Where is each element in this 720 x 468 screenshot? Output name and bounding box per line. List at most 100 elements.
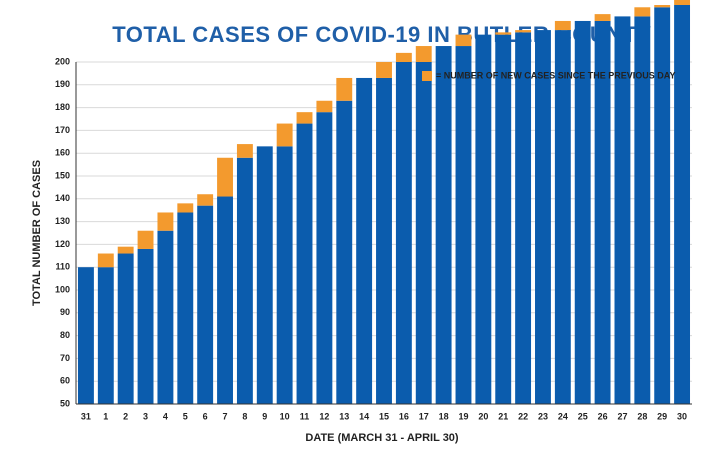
x-tick-label: 24 bbox=[558, 411, 568, 421]
x-tick-label: 17 bbox=[419, 411, 429, 421]
bar-segment bbox=[256, 146, 273, 405]
bar-segment bbox=[455, 34, 472, 47]
x-tick-label: 20 bbox=[478, 411, 488, 421]
x-tick-label: 29 bbox=[657, 411, 667, 421]
bar-segment bbox=[276, 146, 293, 405]
y-tick-label: 80 bbox=[60, 330, 70, 340]
bar-segment bbox=[495, 32, 512, 35]
x-tick-label: 14 bbox=[359, 411, 369, 421]
x-tick-label: 31 bbox=[81, 411, 91, 421]
y-tick-label: 190 bbox=[55, 79, 70, 89]
x-tick-label: 27 bbox=[617, 411, 627, 421]
x-tick-label: 10 bbox=[280, 411, 290, 421]
y-tick-label: 140 bbox=[55, 193, 70, 203]
bar-segment bbox=[117, 253, 134, 404]
x-tick-label: 12 bbox=[319, 411, 329, 421]
x-tick-label: 9 bbox=[262, 411, 267, 421]
y-tick-label: 100 bbox=[55, 284, 70, 294]
bar-segment bbox=[654, 7, 671, 405]
x-tick-label: 30 bbox=[677, 411, 687, 421]
bar-segment bbox=[515, 30, 532, 33]
y-tick-label: 50 bbox=[60, 398, 70, 408]
bar-segment bbox=[316, 100, 333, 113]
x-tick-label: 25 bbox=[578, 411, 588, 421]
bar-segment bbox=[376, 77, 392, 405]
bar-segment bbox=[614, 16, 631, 405]
legend-swatch bbox=[422, 71, 432, 81]
bar-segment bbox=[674, 0, 691, 6]
x-tick-label: 3 bbox=[143, 411, 148, 421]
bar-segment bbox=[495, 34, 512, 404]
bar-segment bbox=[117, 246, 134, 254]
x-tick-label: 15 bbox=[379, 411, 389, 421]
bar-segment bbox=[97, 267, 114, 404]
bar-segment bbox=[395, 62, 412, 404]
bar-segment bbox=[654, 5, 671, 8]
bar-segment bbox=[217, 196, 233, 404]
bar-segment bbox=[415, 46, 432, 62]
bar-segment bbox=[455, 46, 472, 404]
chart-title: TOTAL CASES OF COVID-19 IN BUTLER COUNTY bbox=[112, 22, 651, 47]
bar-segment bbox=[217, 157, 233, 197]
y-tick-label: 160 bbox=[55, 148, 70, 158]
bar-segment bbox=[336, 100, 353, 404]
x-tick-label: 22 bbox=[518, 411, 528, 421]
x-tick-label: 18 bbox=[439, 411, 449, 421]
y-tick-label: 200 bbox=[55, 56, 70, 66]
bar-segment bbox=[356, 77, 373, 405]
y-tick-label: 130 bbox=[55, 216, 70, 226]
x-axis-title: DATE (MARCH 31 - APRIL 30) bbox=[305, 432, 459, 444]
bar-segment bbox=[197, 205, 214, 404]
y-tick-label: 180 bbox=[55, 102, 70, 112]
bar-segment bbox=[236, 144, 253, 158]
x-tick-label: 1 bbox=[103, 411, 108, 421]
bar-segment bbox=[97, 253, 114, 268]
y-tick-label: 70 bbox=[60, 353, 70, 363]
bar-segment bbox=[554, 30, 571, 405]
bar-segment bbox=[594, 20, 611, 405]
y-tick-label: 150 bbox=[55, 170, 70, 180]
bar-segment bbox=[316, 112, 333, 404]
x-tick-label: 13 bbox=[339, 411, 349, 421]
x-tick-label: 2 bbox=[123, 411, 128, 421]
y-tick-label: 170 bbox=[55, 125, 70, 135]
y-axis-title: TOTAL NUMBER OF CASES bbox=[31, 160, 43, 306]
y-tick-label: 110 bbox=[55, 262, 70, 272]
bar-segment bbox=[634, 7, 651, 17]
x-tick-label: 7 bbox=[223, 411, 228, 421]
bar-segment bbox=[157, 230, 174, 404]
bar-segment bbox=[296, 123, 313, 404]
bar-segment bbox=[574, 20, 591, 405]
bar-segment bbox=[177, 212, 194, 404]
bar-segment bbox=[376, 62, 392, 78]
x-tick-label: 26 bbox=[598, 411, 608, 421]
bar-segment bbox=[177, 203, 194, 213]
bar-segment bbox=[157, 212, 174, 231]
bar-segment bbox=[554, 20, 571, 31]
bar-segment bbox=[515, 32, 532, 405]
x-tick-label: 21 bbox=[498, 411, 508, 421]
x-tick-label: 4 bbox=[163, 411, 168, 421]
x-tick-label: 28 bbox=[637, 411, 647, 421]
bar-segment bbox=[674, 5, 691, 404]
bar-segment bbox=[594, 14, 611, 21]
y-tick-label: 120 bbox=[55, 239, 70, 249]
bar-segment bbox=[415, 62, 432, 404]
legend-label: = NUMBER OF NEW CASES SINCE THE PREVIOUS… bbox=[436, 70, 675, 80]
bar-segment bbox=[137, 248, 154, 404]
x-tick-label: 16 bbox=[399, 411, 409, 421]
y-tick-label: 60 bbox=[60, 376, 70, 386]
bar-segment bbox=[634, 16, 651, 405]
bar-segment bbox=[137, 230, 154, 249]
y-tick-label: 90 bbox=[60, 307, 70, 317]
bar-segment bbox=[236, 157, 253, 404]
x-tick-label: 6 bbox=[203, 411, 208, 421]
bar-segment bbox=[77, 267, 94, 404]
bar-segment bbox=[296, 112, 313, 124]
bar-segment bbox=[395, 52, 412, 62]
bar-segment bbox=[336, 77, 353, 101]
bar-segment bbox=[435, 46, 452, 404]
x-tick-label: 5 bbox=[183, 411, 188, 421]
bar-segment bbox=[535, 30, 551, 405]
